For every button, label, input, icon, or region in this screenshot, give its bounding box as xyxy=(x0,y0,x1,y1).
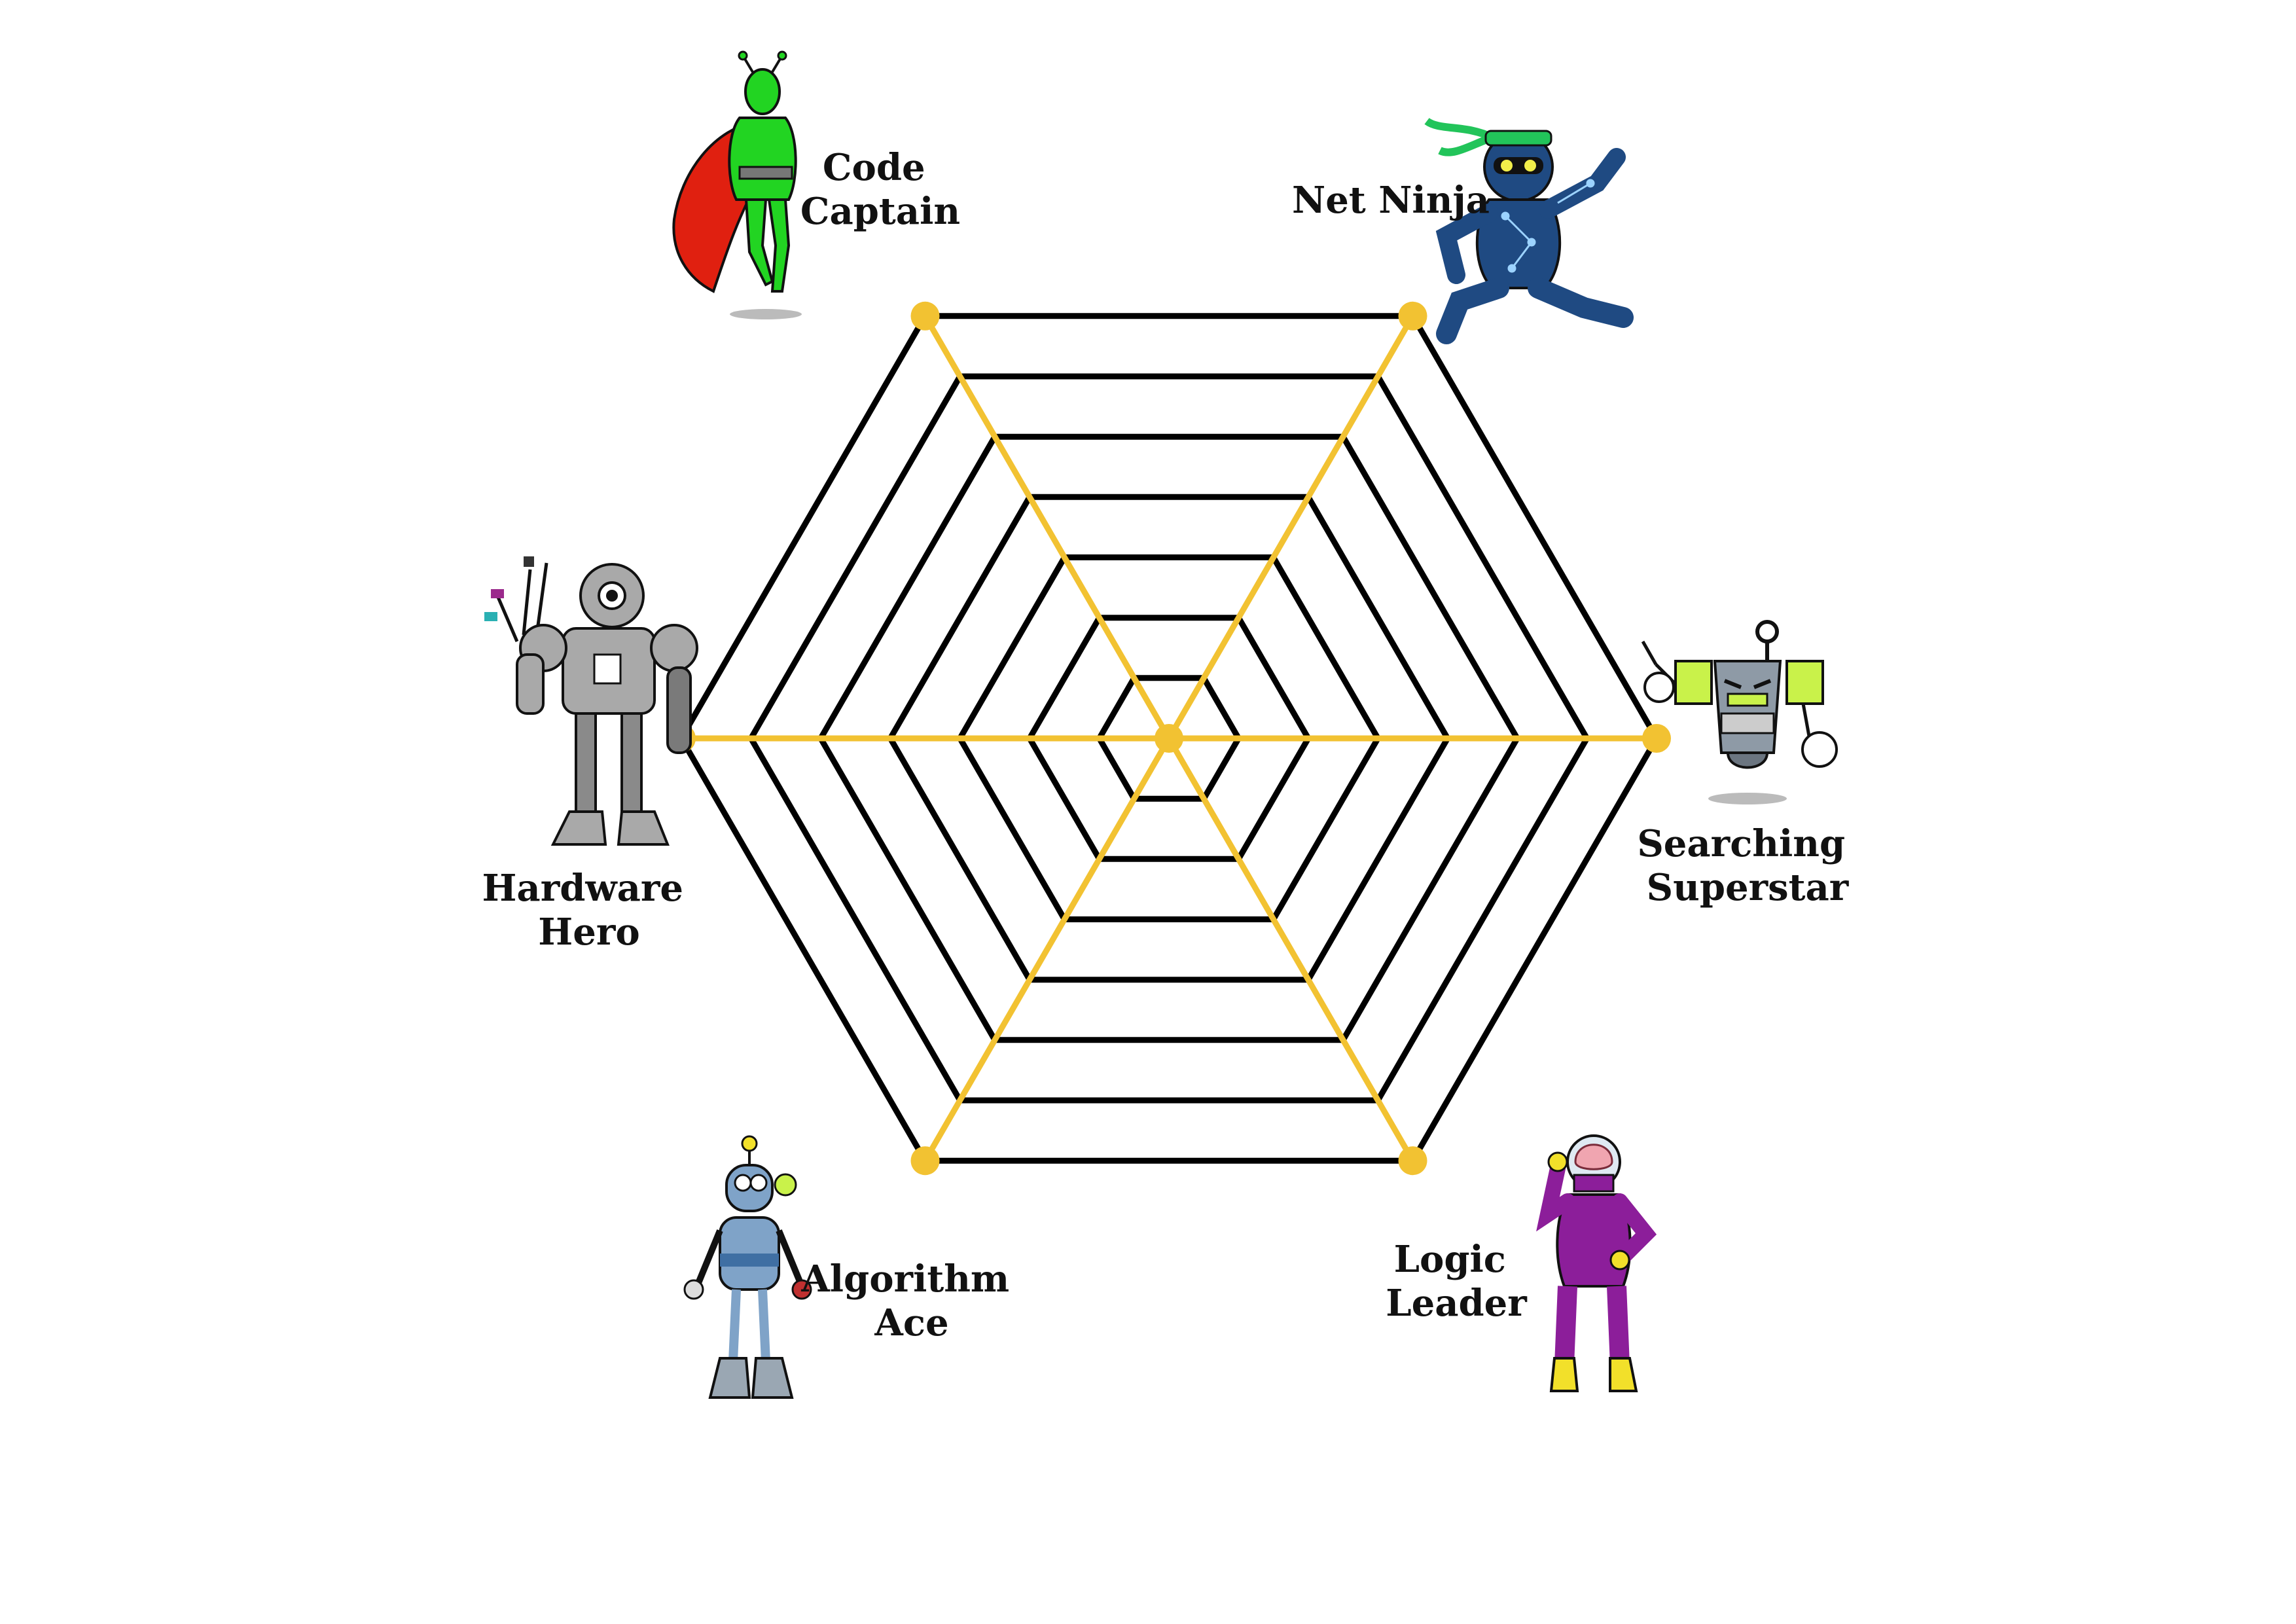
node-code-captain xyxy=(910,301,940,331)
label-searching-superstar: Searching Superstar xyxy=(1637,822,1857,909)
label-hardware-hero-line-2: Hero xyxy=(538,911,639,954)
label-searching-superstar-line-1: Searching xyxy=(1637,822,1845,865)
net-ninja-character xyxy=(1424,117,1634,344)
label-algorithm-ace-line-1: Algorithm xyxy=(800,1257,1009,1301)
label-code-captain-line-1: Code xyxy=(823,146,925,189)
label-logic-leader-line-1: Logic xyxy=(1394,1238,1506,1281)
label-algorithm-ace: Algorithm Ace xyxy=(800,1257,1022,1344)
label-hardware-hero: Hardware Hero xyxy=(482,867,696,954)
node-net-ninja xyxy=(1398,301,1427,331)
label-code-captain-line-2: Captain xyxy=(800,190,960,233)
label-logic-leader-line-2: Leader xyxy=(1386,1282,1528,1325)
label-hardware-hero-line-1: Hardware xyxy=(482,867,683,910)
logic-leader-character xyxy=(1536,1134,1657,1392)
label-searching-superstar-line-2: Superstar xyxy=(1647,866,1850,909)
node-algorithm-ace xyxy=(910,1146,940,1176)
code-captain-character xyxy=(672,50,802,319)
node-logic-leader xyxy=(1398,1146,1427,1176)
label-algorithm-ace-line-2: Ace xyxy=(874,1301,948,1344)
label-net-ninja-line-1: Net Ninja xyxy=(1292,179,1490,222)
label-net-ninja: Net Ninja xyxy=(1292,179,1490,222)
searching-superstar-character xyxy=(1641,620,1838,804)
algorithm-ace-character xyxy=(683,1135,812,1399)
label-logic-leader: Logic Leader xyxy=(1386,1238,1528,1325)
node-center xyxy=(1155,724,1183,753)
hardware-hero-character xyxy=(484,556,698,846)
node-searching-superstar xyxy=(1642,724,1671,753)
label-code-captain: Code Captain xyxy=(800,146,960,233)
